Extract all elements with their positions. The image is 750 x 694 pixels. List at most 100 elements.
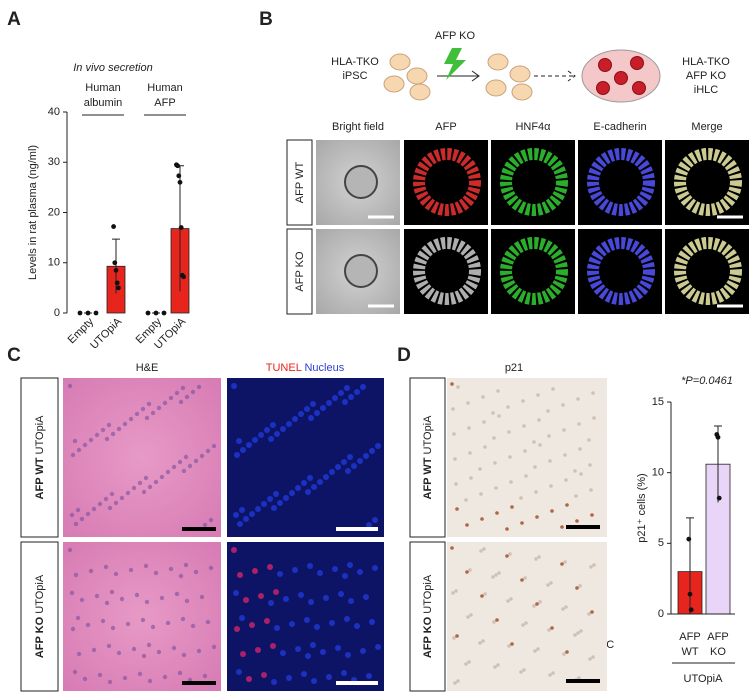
nucleus xyxy=(67,383,73,389)
nucleus xyxy=(506,599,510,603)
cell-icon xyxy=(389,53,411,71)
nucleus xyxy=(495,511,499,515)
data-point xyxy=(181,274,187,280)
nucleus xyxy=(236,438,242,444)
nucleus xyxy=(91,506,97,512)
nucleus xyxy=(535,602,539,606)
nucleus xyxy=(505,527,509,531)
nucleus xyxy=(578,447,582,451)
nucleus xyxy=(264,618,270,624)
nucleus xyxy=(468,568,472,572)
nucleus xyxy=(125,621,131,627)
nucleus xyxy=(100,618,106,624)
nucleus xyxy=(537,418,541,422)
data-point xyxy=(112,260,118,266)
column-header: E-cadherin xyxy=(593,121,646,133)
nucleus xyxy=(451,407,455,411)
nucleus xyxy=(546,409,550,413)
nucleus xyxy=(239,615,245,621)
column-header: Merge xyxy=(691,121,722,133)
nucleus xyxy=(563,560,567,564)
nucleus xyxy=(338,591,344,597)
organoid xyxy=(674,237,742,305)
nucleus xyxy=(97,501,103,507)
nucleus xyxy=(521,399,525,403)
nucleus xyxy=(589,565,593,569)
x-tick-label: WT xyxy=(681,646,698,658)
y-tick-label: 15 xyxy=(652,396,664,408)
nucleus xyxy=(533,465,537,469)
nucleus xyxy=(481,395,485,399)
nucleus xyxy=(469,613,473,617)
schematic-label: HLA-TKO xyxy=(682,56,730,68)
nucleus xyxy=(453,681,457,685)
nucleus xyxy=(344,385,350,391)
nucleus xyxy=(270,422,276,428)
nucleus xyxy=(174,390,180,396)
nucleus xyxy=(274,431,280,437)
nucleus xyxy=(551,671,555,675)
nucleus xyxy=(510,642,514,646)
nucleus xyxy=(305,489,311,495)
nucleus xyxy=(109,491,115,497)
nucleus xyxy=(237,572,243,578)
data-point xyxy=(153,310,159,316)
nucleus xyxy=(113,500,119,506)
row-label: AFP WT xyxy=(294,162,306,204)
nucleus xyxy=(344,616,350,622)
nucleus xyxy=(134,411,140,417)
y-tick-label: 40 xyxy=(48,106,60,118)
nucleus xyxy=(493,461,497,465)
nucleus xyxy=(183,562,189,568)
nucleus xyxy=(494,573,498,577)
nucleus xyxy=(532,440,536,444)
nucleus xyxy=(208,517,214,523)
nucleus xyxy=(522,668,526,672)
data-point xyxy=(161,310,167,316)
group-label: Human xyxy=(85,82,120,94)
data-point xyxy=(93,310,99,316)
nucleus xyxy=(165,620,171,626)
nucleus xyxy=(143,475,149,481)
nucleus xyxy=(292,567,298,573)
micrograph-he xyxy=(63,542,221,691)
nucleus xyxy=(354,623,360,629)
nucleus xyxy=(562,428,566,432)
nucleus xyxy=(454,482,458,486)
schematic-label: iHLC xyxy=(694,84,719,96)
nucleus xyxy=(497,414,501,418)
nucleus xyxy=(141,489,147,495)
nucleus xyxy=(271,505,277,511)
organoid xyxy=(413,148,481,216)
nucleus xyxy=(335,645,341,651)
row-label-strong: AFP KO xyxy=(422,616,434,658)
row-box xyxy=(286,228,313,315)
micrograph-p21 xyxy=(447,542,607,691)
nucleus xyxy=(106,422,112,428)
nucleus xyxy=(560,562,564,566)
nucleus xyxy=(480,594,484,598)
nucleus xyxy=(178,573,184,579)
nucleus xyxy=(246,676,252,682)
nucleus xyxy=(451,591,455,595)
organoid-icon xyxy=(632,81,646,95)
nucleus xyxy=(305,653,311,659)
nucleus xyxy=(323,474,329,480)
data-point xyxy=(145,310,151,316)
nucleus xyxy=(310,642,316,648)
group-label: UTOpiA xyxy=(684,673,724,685)
organoid-icon xyxy=(596,81,610,95)
nucleus xyxy=(233,590,239,596)
micrograph-tunel xyxy=(227,378,384,537)
nucleus xyxy=(134,592,140,598)
nucleus xyxy=(202,522,208,528)
nucleus xyxy=(549,581,553,585)
row-box xyxy=(20,377,59,538)
nucleus xyxy=(317,570,323,576)
nucleus xyxy=(274,625,280,631)
nucleus xyxy=(85,511,91,517)
nucleus xyxy=(283,596,289,602)
nucleus xyxy=(73,572,79,578)
organoid xyxy=(587,237,655,305)
nucleus xyxy=(509,480,513,484)
